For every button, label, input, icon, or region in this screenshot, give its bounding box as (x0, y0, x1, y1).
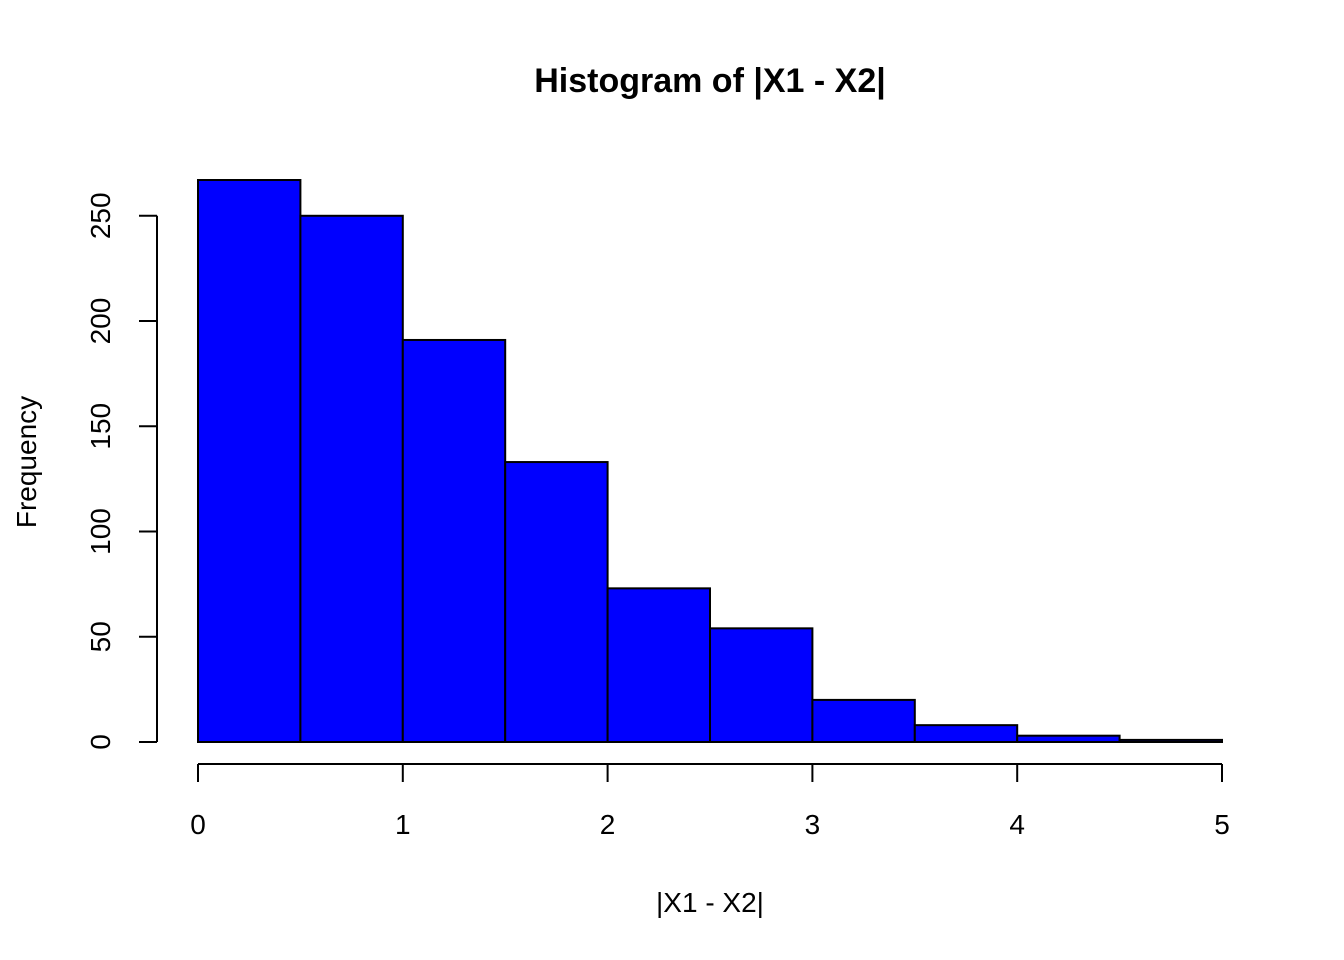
histogram-bar (299, 214, 404, 743)
x-tick-label: 1 (395, 809, 411, 840)
y-tick-label: 0 (85, 734, 116, 750)
chart-title: Histogram of |X1 - X2| (534, 62, 886, 100)
y-tick-label: 100 (85, 508, 116, 555)
histogram-bar (709, 627, 814, 744)
x-tick-label: 4 (1009, 809, 1025, 840)
x-tick-label: 5 (1214, 809, 1230, 840)
y-tick-label: 250 (85, 192, 116, 239)
x-tick-label: 2 (600, 809, 616, 840)
y-tick-label: 200 (85, 298, 116, 345)
histogram-bar (913, 724, 1019, 744)
histogram-bar (1016, 734, 1121, 743)
histogram-bar (811, 698, 916, 744)
y-axis-label: Frequency (11, 396, 42, 528)
y-axis: 0 50 100 150 200 250 (85, 192, 158, 750)
y-tick-label: 150 (85, 403, 116, 450)
y-tick-label: 50 (85, 621, 116, 652)
histogram-bar (504, 461, 609, 743)
histogram-bar (1118, 738, 1223, 744)
histogram-bar (606, 587, 711, 743)
bars-group (197, 179, 1223, 744)
histogram-bar (197, 179, 302, 743)
x-axis-label: |X1 - X2| (656, 887, 764, 918)
x-tick-label: 0 (190, 809, 206, 840)
x-axis: 0 1 2 3 4 5 (190, 763, 1230, 840)
histogram-bar (401, 338, 507, 743)
x-tick-label: 3 (805, 809, 821, 840)
